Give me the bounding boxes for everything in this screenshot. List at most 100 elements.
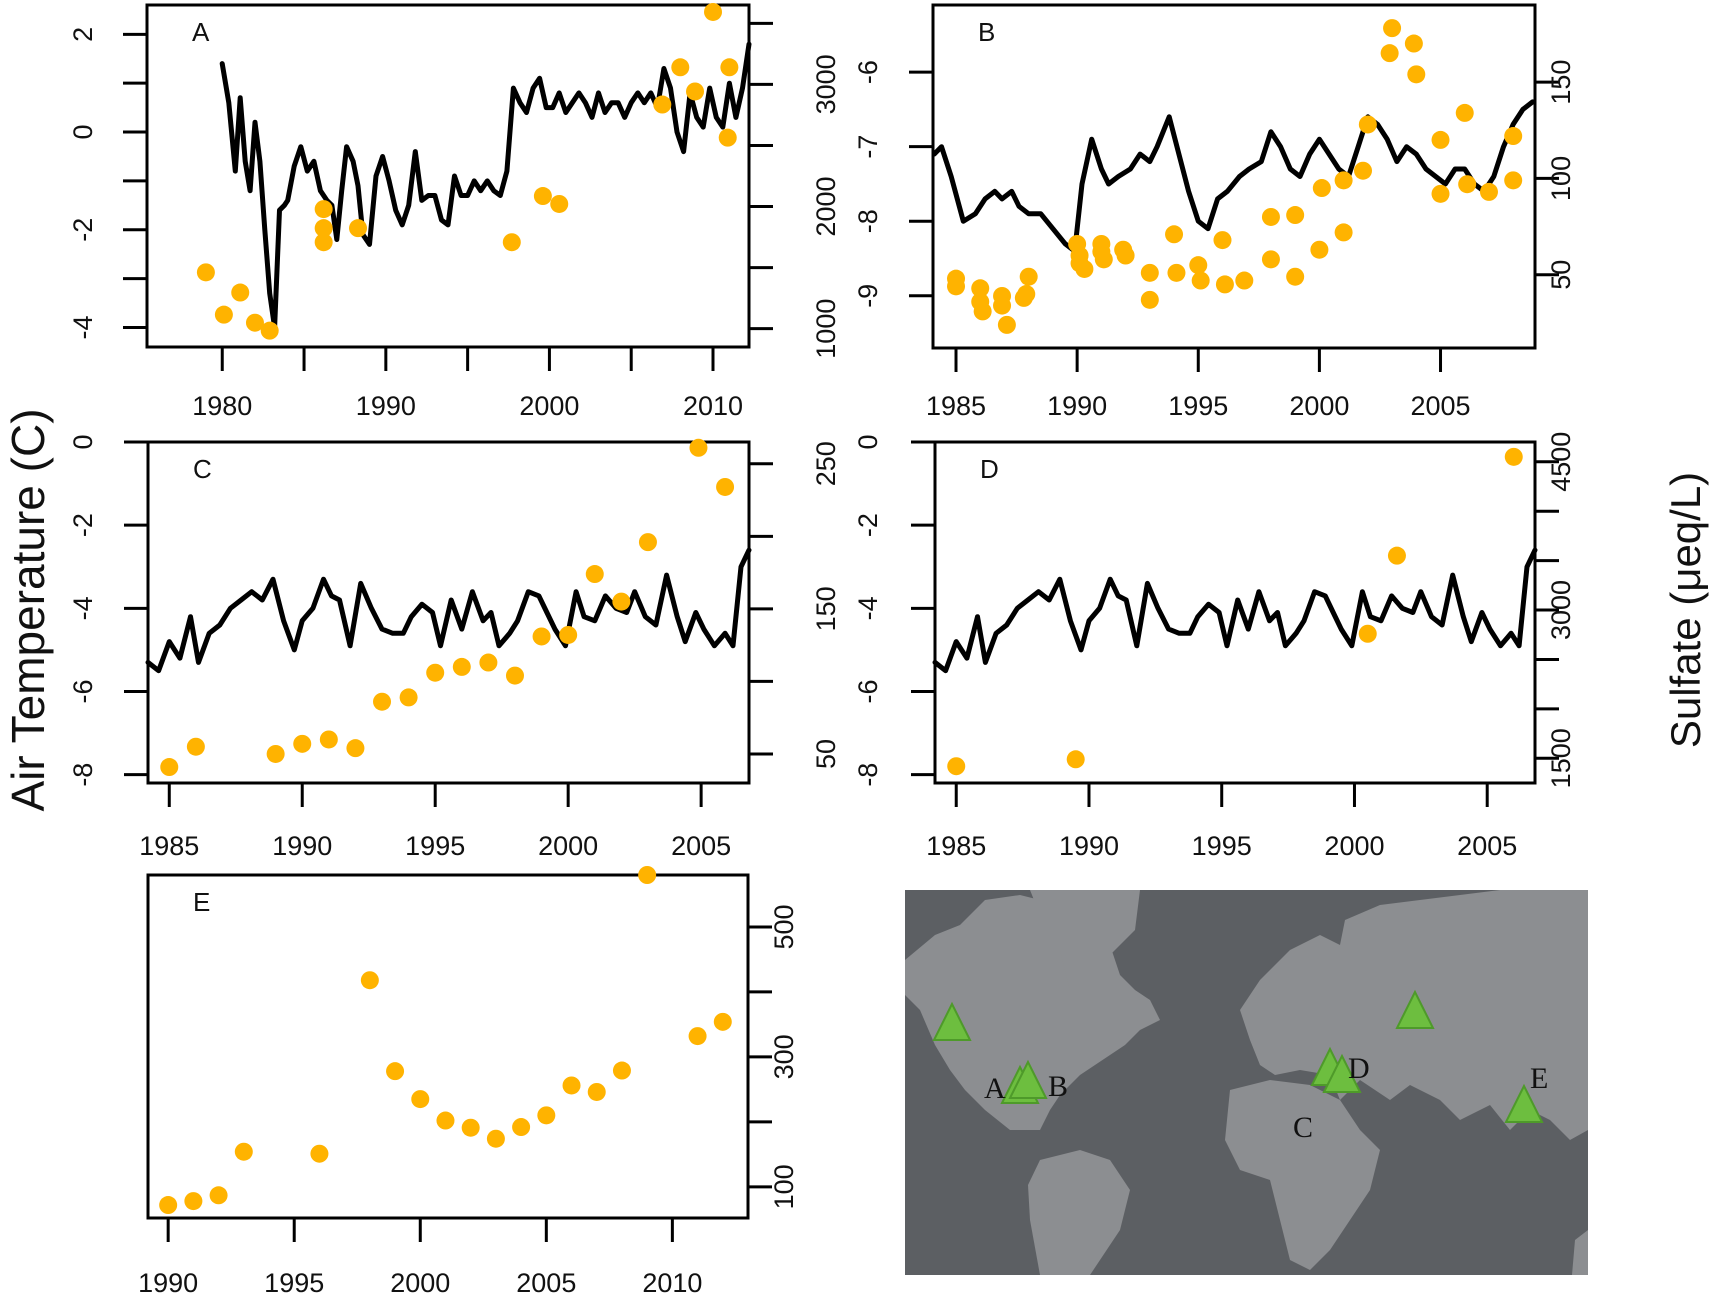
site-marker-icon (1395, 989, 1435, 1029)
sulfate-point (587, 1082, 606, 1101)
x-tick-label: 2000 (390, 1268, 450, 1298)
sulfate-point (718, 128, 737, 147)
y-tick-label-temperature: -2 (68, 218, 98, 242)
y-tick-label-temperature: -7 (853, 135, 883, 159)
sulfate-point (688, 1027, 707, 1046)
land-australia (1572, 1230, 1588, 1275)
y-tick-label-sulfate: 150 (1546, 60, 1576, 105)
sulfate-point (1019, 267, 1038, 286)
sulfate-point (1407, 65, 1426, 84)
y-tick-label-sulfate: 3000 (811, 54, 841, 114)
sulfate-point (1286, 206, 1305, 225)
sulfate-point (947, 757, 966, 776)
sulfate-point (1167, 263, 1186, 282)
panel-a: A 1980 1990 2000 2010 2 0 -2 -4 1000 2000 3000 (68, 2, 841, 421)
sulfate-point (293, 734, 312, 753)
sulfate-point (505, 666, 524, 685)
sulfate-point (973, 302, 992, 321)
sulfate-point (1213, 231, 1232, 250)
x-tick-label: 1995 (264, 1268, 324, 1298)
x-tick-label: 1990 (272, 831, 332, 861)
sulfate-point (360, 971, 379, 990)
x-tick-label: 1995 (1192, 831, 1252, 861)
site-e-label: E (1530, 1062, 1548, 1095)
sulfate-point (671, 58, 690, 77)
temperature-line (219, 41, 752, 330)
site-marker-icon (932, 1001, 972, 1041)
right-axis-title: Sulfate (μeq/L) (1662, 472, 1709, 748)
plot-frame (933, 440, 1537, 785)
sulfate-point (1455, 103, 1474, 122)
sulfate-point (559, 625, 578, 644)
sulfate-point (1094, 250, 1113, 269)
sulfate-point (537, 1106, 556, 1125)
sulfate-point (373, 692, 392, 711)
panel-letter: C (193, 454, 212, 484)
y-tick-label-temperature: -9 (853, 284, 883, 308)
sulfate-point (1504, 127, 1523, 146)
sulfate-point (186, 737, 205, 756)
y-tick-label-temperature: -6 (853, 60, 883, 84)
y-tick-label-temperature: -8 (853, 763, 883, 787)
sulfate-point (196, 263, 215, 282)
sulfate-point (1504, 447, 1523, 466)
panel-c: C 1985 1990 1995 2000 2005 0 -2 -4 -6 -8 50 150 250 (68, 434, 841, 861)
sulfate-point (310, 1144, 329, 1163)
sulfate-point (550, 194, 569, 213)
x-tick-label: 2000 (538, 831, 598, 861)
x-tick-label: 2010 (683, 391, 743, 421)
panel-e: E 1990 1995 2000 2005 2010 100 300 500 (138, 866, 799, 1298)
sulfate-point (1066, 750, 1085, 769)
sulfate-point (1261, 250, 1280, 269)
sulfate-point (1261, 207, 1280, 226)
sulfate-point (532, 627, 551, 646)
sulfate-point (1334, 171, 1353, 190)
sulfate-point (411, 1090, 430, 1109)
sulfate-point (612, 1061, 631, 1080)
site-a-label: A (984, 1072, 1006, 1105)
panel-b: B 1985 1990 1995 2000 2005 -6 -7 -8 -9 50 100 150 (853, 3, 1576, 421)
land-africa (1225, 1080, 1380, 1270)
sulfate-point (314, 233, 333, 252)
temperature-line (145, 547, 752, 674)
x-tick-label: 1995 (405, 831, 465, 861)
y-tick-label-sulfate: 1000 (811, 299, 841, 359)
sulfate-point (314, 219, 333, 238)
x-tick-label: 1985 (139, 831, 199, 861)
sulfate-point (1215, 275, 1234, 294)
y-tick-label-sulfate: 500 (769, 904, 799, 949)
x-tick-label: 1990 (1047, 391, 1107, 421)
sulfate-point (159, 1196, 178, 1215)
left-axis-title: Air Temperature (C) (2, 408, 54, 811)
sulfate-point (1358, 624, 1377, 643)
y-tick-label-sulfate: 150 (811, 586, 841, 631)
sulfate-point (1075, 259, 1094, 278)
sulfate-point (426, 663, 445, 682)
y-tick-label-temperature: -2 (853, 513, 883, 537)
sulfate-point (184, 1192, 203, 1211)
sulfate-point (1334, 223, 1353, 242)
y-tick-label-sulfate: 250 (811, 441, 841, 486)
sulfate-point (266, 744, 285, 763)
x-tick-label: 2005 (1457, 831, 1517, 861)
panel-letter: A (192, 17, 210, 47)
sulfate-point (947, 277, 966, 296)
panel-letter: E (193, 887, 210, 917)
sulfate-point (1310, 240, 1329, 259)
sulfate-point (1312, 179, 1331, 198)
sulfate-point (1189, 256, 1208, 275)
sulfate-point (160, 758, 179, 777)
y-tick-label-temperature: -6 (68, 680, 98, 704)
sulfate-point (638, 866, 657, 884)
sulfate-point (686, 82, 705, 101)
temperature-line (931, 99, 1536, 254)
site-markers: A B C D E (932, 989, 1548, 1144)
site-d-label: D (1348, 1052, 1370, 1085)
sulfate-point (638, 533, 657, 552)
x-tick-label: 1990 (356, 391, 416, 421)
y-tick-label-temperature: -2 (68, 513, 98, 537)
sulfate-point (245, 313, 264, 332)
sulfate-point (479, 653, 498, 672)
